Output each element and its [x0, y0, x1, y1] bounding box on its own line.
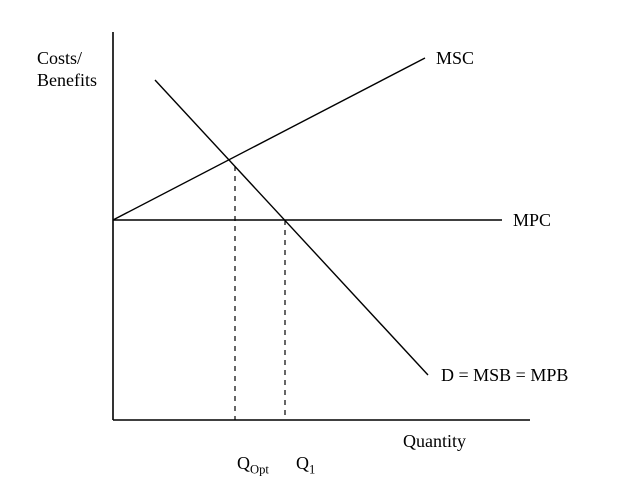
- qopt-sub: Opt: [250, 462, 269, 476]
- qopt-label: QOpt: [219, 431, 269, 499]
- externality-diagram: Costs/ Benefits Quantity MSC MPC D = MSB…: [0, 0, 629, 502]
- q1-main: Q: [296, 453, 309, 473]
- msc-label: MSC: [436, 48, 474, 70]
- mpc-label: MPC: [513, 210, 551, 232]
- q1-sub: 1: [309, 462, 315, 476]
- q1-label: Q1: [278, 431, 315, 499]
- qopt-main: Q: [237, 453, 250, 473]
- x-axis-label: Quantity: [403, 431, 466, 453]
- y-axis-label: Costs/ Benefits: [37, 48, 97, 91]
- demand-label: D = MSB = MPB: [441, 365, 568, 387]
